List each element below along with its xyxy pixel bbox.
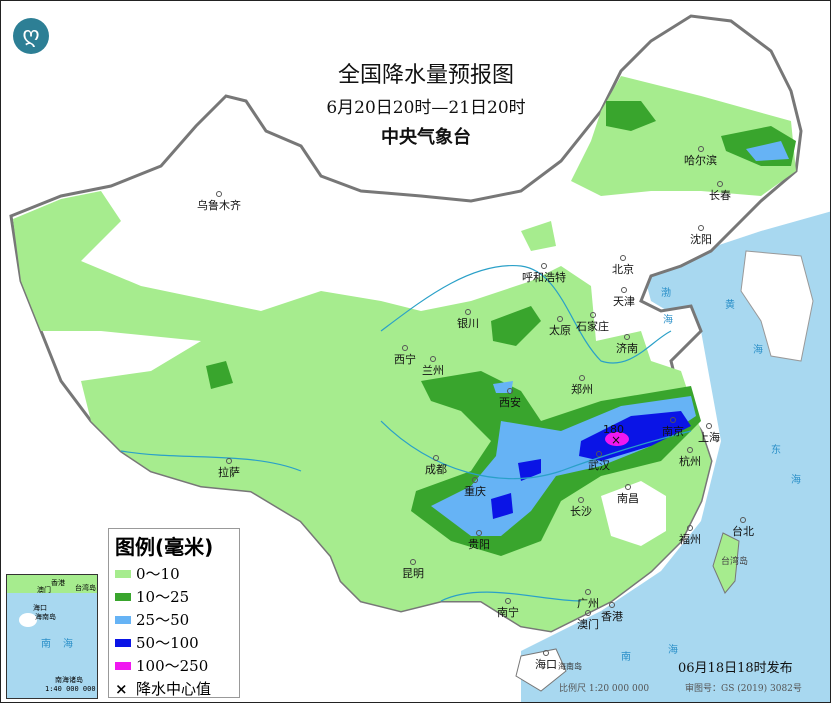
city-label: 上海	[698, 431, 720, 444]
sea-label: 南	[621, 652, 631, 663]
legend-label: 0～10	[136, 565, 180, 583]
map-scale: 比例尺 1:20 000 000	[559, 684, 650, 694]
issuer: 中央气象台	[381, 127, 471, 148]
taiwan-label: 台湾岛	[721, 557, 749, 567]
city-label: 济南	[616, 342, 638, 355]
map-approval-number: 审图号：GS (2019) 3082号	[685, 684, 802, 694]
inset-label: 台湾岛	[75, 584, 96, 592]
sea-label: 东	[771, 445, 781, 456]
city-label: 澳门	[577, 618, 599, 631]
precip-center-value: 180	[603, 423, 624, 436]
inset-label: 海	[63, 639, 73, 650]
city-label: 成都	[425, 463, 447, 476]
sea-label: 海	[791, 475, 801, 486]
inset-label: 香港	[51, 579, 65, 587]
city-label: 石家庄	[576, 320, 609, 333]
legend-label: 10～25	[136, 588, 190, 606]
inset-label: 澳门	[37, 586, 51, 594]
legend-item: 50～100	[115, 631, 233, 654]
inset-label: 海口	[33, 604, 47, 612]
city-label: 南京	[662, 425, 684, 438]
map-title: 全国降水量预报图	[337, 63, 514, 88]
city-label: 福州	[679, 533, 701, 546]
sea-area	[521, 211, 830, 702]
inset-scale: 1:40 000 000	[45, 685, 96, 693]
city-label: 南昌	[617, 492, 639, 505]
legend-swatch	[115, 569, 131, 578]
city-label: 台北	[732, 525, 754, 538]
sea-label: 海	[663, 315, 673, 326]
city-label: 长沙	[570, 505, 592, 518]
rivers	[120, 265, 692, 602]
issue-time: 06月18日18时发布	[678, 661, 793, 676]
legend-item: 0～10	[115, 562, 233, 585]
legend-title: 图例(毫米)	[115, 535, 214, 559]
sea-label: 海	[668, 645, 678, 656]
cross-icon: ×	[115, 679, 128, 698]
korea-land	[740, 250, 814, 362]
city-label: 沈阳	[690, 233, 712, 246]
city-label: 香港	[601, 610, 623, 623]
city-label: 郑州	[571, 383, 593, 396]
legend-item: 25～50	[115, 608, 233, 631]
sea-label: 海	[753, 345, 763, 356]
legend-item: 10～25	[115, 585, 233, 608]
city-label: 太原	[549, 324, 571, 337]
inset-label: 南	[41, 639, 51, 650]
precip-center-marker: ×	[611, 433, 621, 447]
legend-label: 50～100	[136, 634, 199, 652]
city-label: 重庆	[464, 485, 486, 498]
city-label: 哈尔滨	[684, 154, 717, 167]
legend-swatch	[115, 638, 131, 647]
city-label: 拉萨	[218, 466, 240, 479]
city-label: 广州	[577, 597, 599, 610]
legend-label: 100～250	[136, 657, 209, 675]
city-label: 银川	[457, 317, 479, 330]
legend-item: 100～250	[115, 654, 233, 677]
city-label: 贵阳	[468, 538, 490, 551]
taiwan-island	[712, 532, 740, 594]
hainan-label: 海南岛	[558, 662, 582, 671]
legend-swatch	[115, 592, 131, 601]
inset-label: 海南岛	[35, 613, 56, 621]
legend-swatch	[115, 615, 131, 624]
city-label: 杭州	[679, 455, 701, 468]
inset-label: 南海诸岛	[55, 676, 83, 684]
city-label: 乌鲁木齐	[197, 199, 241, 212]
legend-label: 降水中心值	[136, 680, 212, 698]
city-label: 北京	[612, 263, 634, 276]
precip-100-250	[605, 432, 629, 446]
south-china-sea-inset: 澳门 香港 台湾岛 海口 海南岛 南 海 南海诸岛 1:40 000 000	[6, 574, 98, 699]
city-label: 南宁	[497, 606, 519, 619]
city-label: 昆明	[402, 567, 424, 580]
city-label: 呼和浩特	[522, 271, 566, 284]
city-label: 海口	[535, 658, 557, 671]
inset-land	[7, 575, 97, 593]
legend-item: × 降水中心值	[115, 677, 233, 700]
forecast-period: 6月20日20时—21日20时	[326, 98, 526, 118]
city-label: 西宁	[394, 353, 416, 366]
legend: 图例(毫米) 0～10 10～25 25～50 50～100 100～250 ×…	[108, 528, 240, 698]
legend-label: 25～50	[136, 611, 190, 629]
sea-label: 黄	[725, 300, 735, 311]
inset-hainan	[19, 613, 37, 627]
city-label: 西安	[499, 396, 521, 409]
city-label: 长春	[709, 189, 731, 202]
city-label: 兰州	[422, 364, 444, 377]
city-label: 天津	[613, 295, 635, 308]
legend-swatch	[115, 661, 131, 670]
city-label: 武汉	[588, 459, 610, 472]
cma-logo-icon: ღ	[13, 18, 49, 54]
sea-label: 渤	[661, 288, 671, 299]
